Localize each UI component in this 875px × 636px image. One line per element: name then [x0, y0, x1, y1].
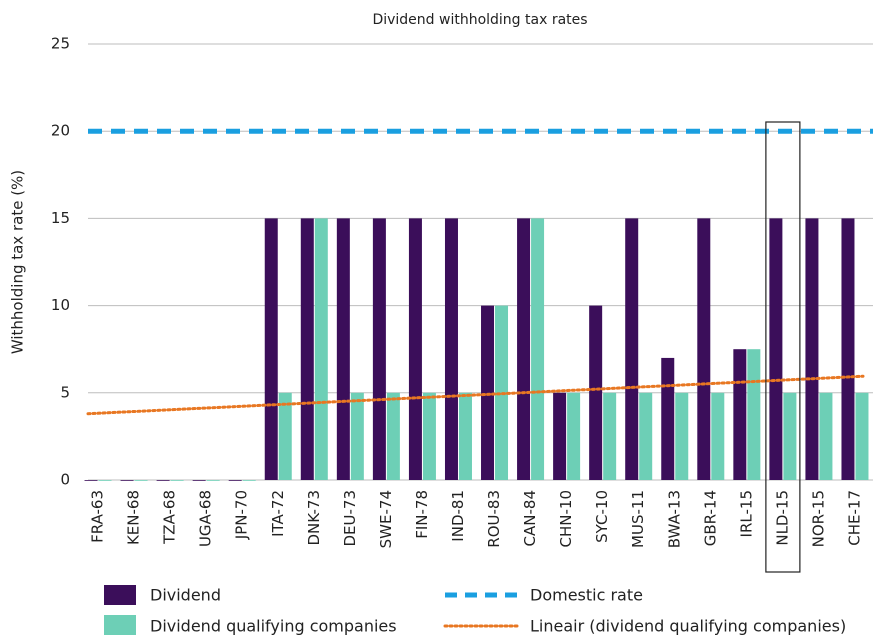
x-tick-label: UGA-68 [197, 490, 215, 547]
bar [444, 218, 458, 480]
x-tick-label: DEU-73 [341, 490, 359, 547]
bar [603, 392, 617, 480]
bar [805, 218, 819, 480]
bar [242, 480, 256, 481]
y-axis-label: Withholding tax rate (%) [9, 170, 27, 354]
chart-title: Dividend withholding tax rates [372, 12, 587, 28]
x-tick-label: CAN-84 [521, 490, 539, 546]
bar [841, 218, 855, 480]
legend-swatch [104, 615, 136, 635]
bar [192, 480, 206, 481]
x-tick-label: SYC-10 [593, 490, 611, 543]
bar [733, 349, 747, 480]
bar [819, 392, 833, 480]
legend-swatch [104, 585, 136, 605]
bar [639, 392, 653, 480]
trendline [86, 374, 865, 416]
y-tick-label: 20 [51, 122, 70, 140]
bar [661, 357, 675, 480]
bar [206, 480, 220, 481]
y-tick-label: 10 [51, 296, 70, 314]
bar [625, 218, 639, 480]
x-tick-label: DNK-73 [305, 490, 323, 546]
bar [481, 305, 495, 480]
legend-label: Domestic rate [530, 586, 643, 605]
bar [134, 480, 148, 481]
legend-label: Dividend [150, 586, 221, 605]
bar [458, 392, 472, 480]
x-tick-label: CHE-17 [845, 490, 863, 546]
bar [422, 392, 436, 480]
legend-label: Dividend qualifying companies [150, 617, 397, 636]
x-tick-label: FIN-78 [413, 490, 431, 539]
bar [589, 305, 603, 480]
x-tick-label: FRA-63 [89, 490, 107, 543]
x-tick-label: BWA-13 [665, 490, 683, 548]
bar [747, 349, 761, 480]
bar [408, 218, 422, 480]
bar [120, 480, 134, 481]
bar [567, 392, 581, 480]
bar [386, 392, 400, 480]
bar [783, 392, 797, 480]
bar [278, 392, 292, 480]
bar [300, 218, 314, 480]
bar [372, 218, 386, 480]
bar [855, 392, 869, 480]
bar [98, 480, 112, 481]
highlight-box [765, 121, 801, 573]
y-tick-label: 0 [60, 471, 70, 489]
bar [84, 480, 98, 481]
bar [769, 218, 783, 480]
bar [350, 392, 364, 480]
x-tick-label: KEN-68 [125, 490, 143, 545]
x-tick-label: NOR-15 [809, 490, 827, 547]
x-tick-label: IRL-15 [737, 490, 755, 537]
x-tick-label: NLD-15 [773, 490, 791, 546]
x-tick-label: TZA-68 [161, 490, 179, 545]
x-tick-label: GBR-14 [701, 490, 719, 546]
y-tick-label: 5 [60, 383, 70, 401]
bar [228, 480, 242, 481]
bar [517, 218, 531, 480]
bar [553, 392, 567, 480]
y-tick-label: 15 [51, 209, 70, 227]
x-tick-label: ITA-72 [269, 490, 287, 537]
x-tick-label: CHN-10 [557, 490, 575, 547]
bar [697, 218, 711, 480]
x-tick-label: SWE-74 [377, 490, 395, 548]
bar [336, 218, 350, 480]
bar [170, 480, 184, 481]
legend-label: Lineair (dividend qualifying companies) [530, 617, 846, 636]
bar [531, 218, 545, 480]
bar [675, 392, 689, 480]
bar [156, 480, 170, 481]
x-tick-label: ROU-83 [485, 490, 503, 548]
x-tick-label: JPN-70 [233, 490, 251, 540]
bar [314, 218, 328, 480]
bar [264, 218, 278, 480]
y-tick-label: 25 [51, 35, 70, 53]
x-tick-label: IND-81 [449, 490, 467, 542]
bar [711, 392, 725, 480]
x-tick-label: MUS-11 [629, 490, 647, 548]
